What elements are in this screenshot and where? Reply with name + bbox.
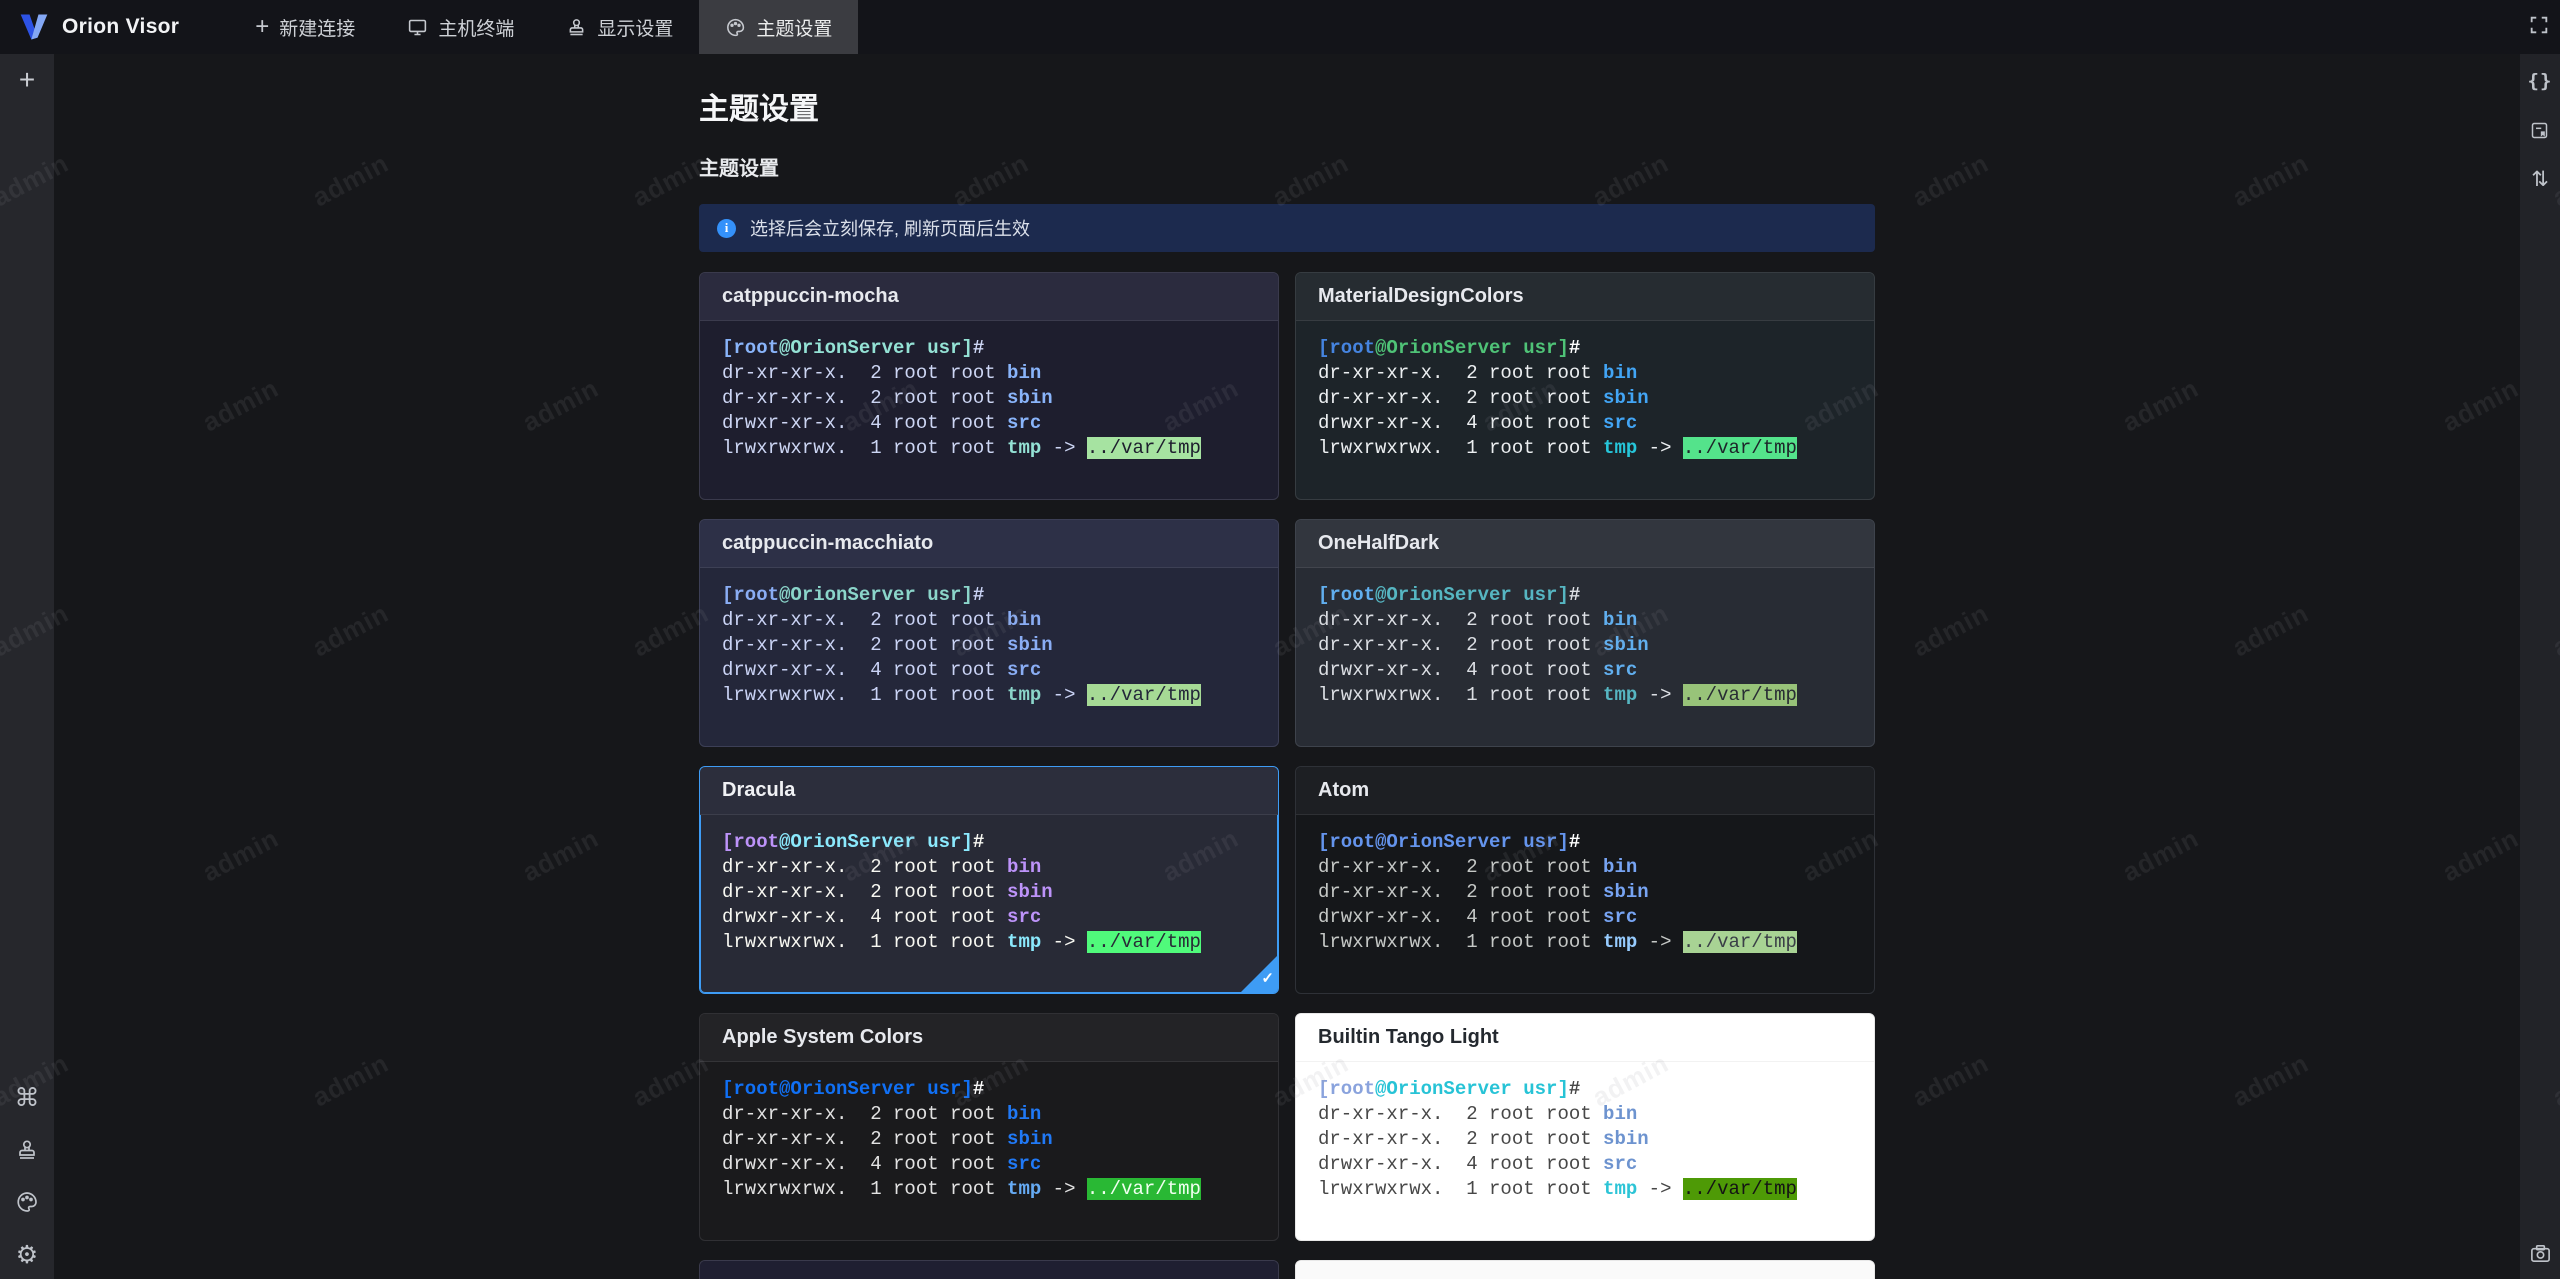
theme-card-title: Apple System Colors xyxy=(722,1026,924,1048)
theme-card[interactable]: [root@OrionServer usr]#dr-xr-xr-x. 2 roo… xyxy=(1295,1260,1875,1279)
bookmark-doc-icon[interactable] xyxy=(2529,120,2550,141)
theme-card-title: OneHalfDark xyxy=(1318,532,1440,554)
theme-card-header: MaterialDesignColors xyxy=(1296,273,1874,321)
theme-card-title: MaterialDesignColors xyxy=(1318,285,1524,307)
theme-card-header: catppuccin-macchiato xyxy=(700,520,1278,568)
app-brand: Orion Visor xyxy=(0,0,199,54)
plus-icon: + xyxy=(18,64,36,95)
theme-card[interactable]: catppuccin-macchiato [root@OrionServer u… xyxy=(699,519,1279,747)
tab-new-connection[interactable]: + 新建连接 xyxy=(229,0,381,54)
command-icon[interactable]: ⌘ xyxy=(14,1083,40,1112)
palette-icon[interactable] xyxy=(15,1190,39,1214)
tab-display-settings[interactable]: 显示设置 xyxy=(540,0,699,54)
stamp-icon xyxy=(566,17,587,38)
right-sidebar: {} ⇅ xyxy=(2520,54,2560,1279)
app-title: Orion Visor xyxy=(62,15,180,38)
theme-card[interactable]: OneHalfDark [root@OrionServer usr]# dr-xr… xyxy=(1295,519,1875,747)
tab-label: 显示设置 xyxy=(597,18,674,40)
theme-card-title: catppuccin-mocha xyxy=(722,285,899,307)
page-title: 主题设置 xyxy=(699,93,819,126)
add-button[interactable]: + xyxy=(19,54,35,94)
gear-icon[interactable]: ⚙ xyxy=(15,1240,39,1269)
theme-card-header: Dracula xyxy=(700,767,1278,815)
section-title: 主题设置 xyxy=(699,158,779,180)
theme-card-header: Builtin Tango Light xyxy=(1296,1014,1874,1062)
theme-grid: catppuccin-mocha [root@OrionServer usr]#… xyxy=(699,272,1875,1279)
info-alert: i 选择后会立刻保存, 刷新页面后生效 xyxy=(699,204,1875,252)
theme-card-header xyxy=(700,1261,1278,1279)
main-panel: 主题设置 主题设置 i 选择后会立刻保存, 刷新页面后生效 catppuccin… xyxy=(54,54,2520,1279)
tab-label: 主题设置 xyxy=(756,18,833,40)
selected-check-badge: ✓ xyxy=(1240,955,1278,993)
theme-card-title: Atom xyxy=(1318,779,1370,801)
terminal-preview: [root@OrionServer usr]# dr-xr-xr-x. 2 roo… xyxy=(722,1078,1201,1200)
terminal-preview: [root@OrionServer usr]# dr-xr-xr-x. 2 roo… xyxy=(1318,831,1797,953)
theme-card[interactable]: Dracula [root@OrionServer usr]# dr-xr-xr-… xyxy=(699,766,1279,994)
topbar: Orion Visor + 新建连接 主机终端 显示设置 xyxy=(0,0,2560,54)
theme-card-header xyxy=(1296,1261,1874,1279)
theme-card-header: catppuccin-mocha xyxy=(700,273,1278,321)
terminal-preview: [root@OrionServer usr]# dr-xr-xr-x. 2 roo… xyxy=(722,337,1201,459)
theme-card[interactable]: Builtin Tango Light [root@OrionServer us… xyxy=(1295,1013,1875,1241)
plus-icon: + xyxy=(255,13,270,40)
tab-theme-settings[interactable]: 主题设置 xyxy=(699,0,859,54)
braces-icon[interactable]: {} xyxy=(2527,70,2553,92)
tab-label: 新建连接 xyxy=(279,18,356,40)
check-icon: ✓ xyxy=(1261,970,1274,987)
theme-card-title: Builtin Tango Light xyxy=(1318,1026,1499,1048)
terminal-preview: [root@OrionServer usr]# dr-xr-xr-x. 2 roo… xyxy=(1318,1078,1797,1200)
theme-card[interactable]: catppuccin-mocha [root@OrionServer usr]#… xyxy=(699,272,1279,500)
alert-text: 选择后会立刻保存, 刷新页面后生效 xyxy=(750,219,1031,239)
app-logo-icon xyxy=(18,12,50,42)
terminal-preview: [root@OrionServer usr]# dr-xr-xr-x. 2 roo… xyxy=(1318,337,1797,459)
theme-card-header: OneHalfDark xyxy=(1296,520,1874,568)
fullscreen-icon[interactable] xyxy=(2528,14,2550,36)
terminal-preview: [root@OrionServer usr]# dr-xr-xr-x. 2 roo… xyxy=(1318,584,1797,706)
theme-card[interactable]: Atom [root@OrionServer usr]# dr-xr-xr-x. … xyxy=(1295,766,1875,994)
camera-icon[interactable] xyxy=(2529,1242,2552,1279)
stamp-icon[interactable] xyxy=(15,1138,39,1162)
terminal-preview: [root@OrionServer usr]# dr-xr-xr-x. 2 roo… xyxy=(722,831,1201,953)
palette-icon xyxy=(725,17,746,38)
tab-host-terminal[interactable]: 主机终端 xyxy=(381,0,540,54)
terminal-preview: [root@OrionServer usr]# dr-xr-xr-x. 2 roo… xyxy=(722,584,1201,706)
info-icon: i xyxy=(717,218,736,238)
theme-card[interactable]: MaterialDesignColors [root@OrionServer u… xyxy=(1295,272,1875,500)
theme-card-header: Atom xyxy=(1296,767,1874,815)
sort-icon[interactable]: ⇅ xyxy=(2531,167,2549,191)
theme-card[interactable]: Apple System Colors [root@OrionServer us… xyxy=(699,1013,1279,1241)
tab-label: 主机终端 xyxy=(438,18,515,40)
theme-card-title: Dracula xyxy=(722,779,796,801)
theme-card-title: catppuccin-macchiato xyxy=(722,532,934,554)
terminal-monitor-icon xyxy=(407,17,428,38)
topbar-tabs: + 新建连接 主机终端 显示设置 xyxy=(229,0,859,54)
left-sidebar: + ⌘ ⚙ xyxy=(0,54,54,1279)
theme-card[interactable]: [root@OrionServer usr]#dr-xr-xr-x. 2 roo… xyxy=(699,1260,1279,1279)
theme-card-header: Apple System Colors xyxy=(700,1014,1278,1062)
